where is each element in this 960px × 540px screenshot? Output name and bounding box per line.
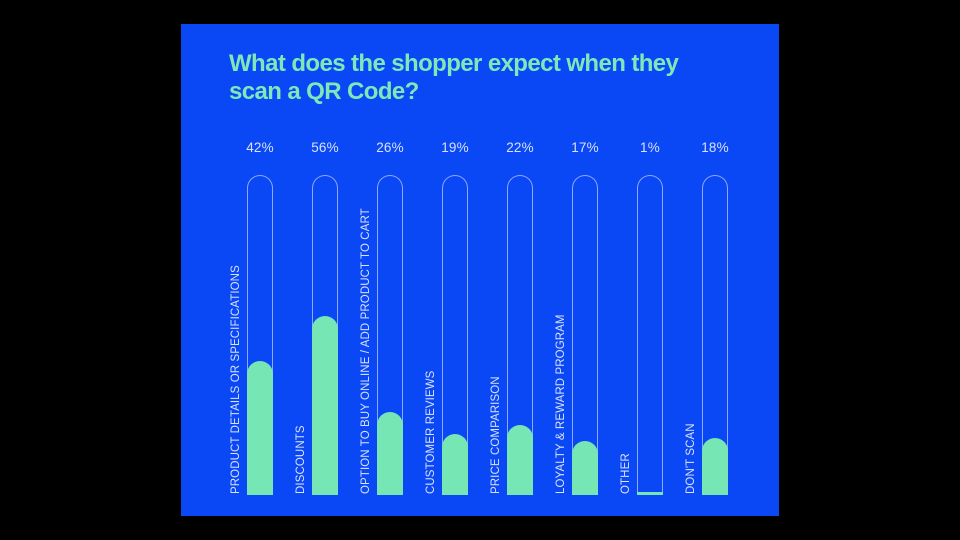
bar-fill [637, 492, 663, 495]
bar-fill [442, 434, 468, 495]
chart-title: What does the shopper expect when they s… [229, 50, 679, 105]
bar-value-label: 26% [376, 140, 404, 155]
bar-value-label: 18% [701, 140, 729, 155]
bar-fill [247, 361, 273, 495]
bar-track [507, 175, 533, 495]
bar-track [247, 175, 273, 495]
bar-track [312, 175, 338, 495]
chart-panel: What does the shopper expect when they s… [181, 24, 779, 516]
bar-fill [507, 425, 533, 495]
bar-category-label: PRODUCT DETAILS OR SPECIFICATIONS [230, 265, 242, 494]
bar-group: 17% LOYALTY & REWARD PROGRAM [555, 24, 632, 516]
bar-group: 56% DISCOUNTS [295, 24, 372, 516]
bar-group: 19% CUSTOMER REVIEWS [425, 24, 502, 516]
bar-fill [572, 441, 598, 495]
bar-group: 1% OTHER [620, 24, 697, 516]
bar-category-label: OTHER [620, 453, 632, 494]
bar-category-label: DON'T SCAN [685, 423, 697, 494]
bar-track [377, 175, 403, 495]
bar-category-label: CUSTOMER REVIEWS [425, 370, 437, 494]
bar-track [702, 175, 728, 495]
bar-category-label: OPTION TO BUY ONLINE / ADD PRODUCT TO CA… [360, 208, 372, 494]
bar-track [572, 175, 598, 495]
bar-track [442, 175, 468, 495]
bar-category-label: DISCOUNTS [295, 425, 307, 494]
bar-group: 26% OPTION TO BUY ONLINE / ADD PRODUCT TO… [360, 24, 437, 516]
bar-fill [377, 412, 403, 495]
bar-value-label: 56% [311, 140, 339, 155]
bar-value-label: 22% [506, 140, 534, 155]
bar-value-label: 17% [571, 140, 599, 155]
bar-value-label: 42% [246, 140, 274, 155]
bar-group: 42% PRODUCT DETAILS OR SPECIFICATIONS [230, 24, 307, 516]
bar-value-label: 19% [441, 140, 469, 155]
bar-category-label: LOYALTY & REWARD PROGRAM [555, 314, 567, 494]
bar-group: 18% DON'T SCAN [685, 24, 762, 516]
bar-fill [702, 438, 728, 495]
bar-value-label: 1% [640, 140, 660, 155]
bar-category-label: PRICE COMPARISON [490, 376, 502, 494]
bar-fill [312, 316, 338, 495]
bar-group: 22% PRICE COMPARISON [490, 24, 567, 516]
bar-track [637, 175, 663, 495]
